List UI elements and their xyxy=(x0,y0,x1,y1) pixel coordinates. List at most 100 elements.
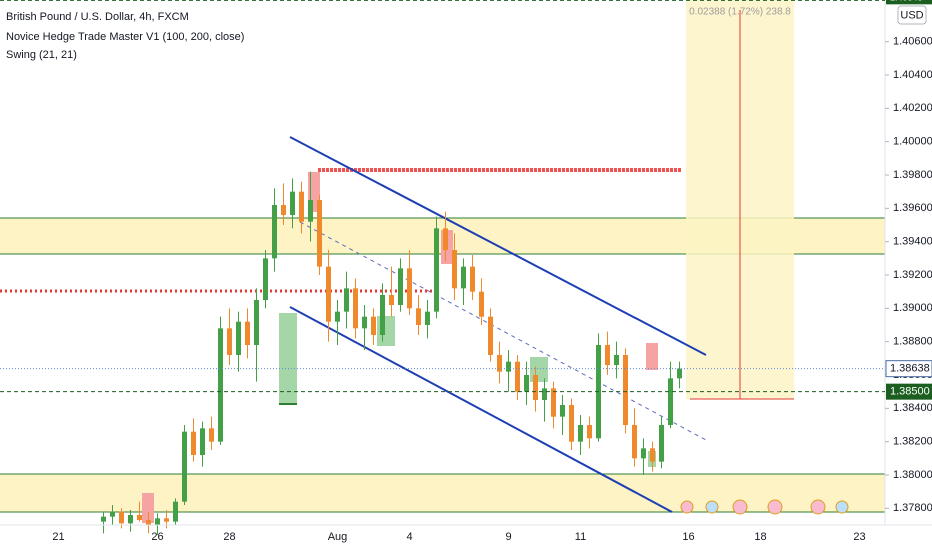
candle-body xyxy=(137,515,142,520)
swing-box xyxy=(279,313,297,404)
candle-body xyxy=(101,516,106,522)
candle-body xyxy=(335,311,340,322)
candle-body xyxy=(191,431,196,455)
event-icon xyxy=(835,500,849,514)
candle-body xyxy=(263,258,268,300)
target-box xyxy=(886,0,932,5)
plot xyxy=(101,171,682,535)
last-price-box xyxy=(885,360,932,378)
x-tick-label: 23 xyxy=(853,531,865,543)
candle-body xyxy=(659,425,664,462)
y-tick-label: 1.39000 xyxy=(893,302,932,314)
candle-body xyxy=(587,425,592,439)
candle-body xyxy=(650,448,655,462)
candle-body xyxy=(362,316,367,329)
channel-line xyxy=(289,136,707,356)
candle-body xyxy=(245,321,250,345)
candle-body xyxy=(461,266,466,289)
candle-body xyxy=(533,375,538,400)
candle-body xyxy=(389,295,394,305)
candle-body xyxy=(308,200,313,222)
candle-body xyxy=(578,425,583,442)
candle-body xyxy=(416,308,421,325)
x-tick-label: 11 xyxy=(575,531,586,543)
event-icons xyxy=(680,499,849,515)
x-tick-label: 9 xyxy=(505,531,511,543)
zone xyxy=(0,474,885,512)
candle-body xyxy=(488,316,493,355)
y-tick-label: 1.39400 xyxy=(893,236,932,248)
candle-body xyxy=(668,378,673,425)
candle-body xyxy=(497,355,502,372)
candle-body xyxy=(236,321,241,355)
channel-mid xyxy=(299,221,707,441)
candle-body xyxy=(641,448,646,459)
y-tick-label: 1.38200 xyxy=(893,436,932,448)
event-icon xyxy=(810,499,826,515)
candle-body xyxy=(128,515,133,524)
candle-body xyxy=(632,425,637,459)
candle-body xyxy=(182,431,187,502)
measure-label: 0.02388 (1.72%) 238.8 xyxy=(689,7,791,18)
y-tick-label: 1.38800 xyxy=(893,336,932,348)
chart-title: British Pound / U.S. Dollar, 4h, FXCM xyxy=(6,11,189,23)
candle-body xyxy=(398,268,403,305)
candle-body xyxy=(542,388,547,400)
candle-body xyxy=(623,355,628,425)
swing-box xyxy=(142,493,154,523)
candle-body xyxy=(434,228,439,312)
y-tick-label: 1.39800 xyxy=(893,169,932,181)
candle-body xyxy=(569,405,574,442)
swing-box xyxy=(530,357,548,382)
candle-body xyxy=(317,200,322,267)
y-tick-label: 1.40000 xyxy=(893,136,932,148)
candle-body xyxy=(326,266,331,322)
candle-body xyxy=(290,191,295,215)
x-tick-label: Aug xyxy=(328,531,348,543)
candle-body xyxy=(173,501,178,522)
currency-box[interactable] xyxy=(897,5,927,25)
candle-body xyxy=(677,368,682,379)
event-icon xyxy=(680,500,694,514)
x-tick-label: 16 xyxy=(682,531,694,543)
candle-body xyxy=(479,291,484,317)
event-icon xyxy=(705,500,719,514)
swing-box xyxy=(646,343,658,370)
y-tick-label: 1.39600 xyxy=(893,202,932,214)
candle-body xyxy=(551,388,556,417)
x-tick-label: 21 xyxy=(52,531,64,543)
x-tick-label: 28 xyxy=(223,531,235,543)
channel-line xyxy=(289,306,673,513)
candle-body xyxy=(164,518,169,522)
candle-body xyxy=(155,518,160,525)
alert-box xyxy=(886,383,932,400)
candle-body xyxy=(227,328,232,355)
y-tick-label: 1.40200 xyxy=(893,102,932,114)
candle-body xyxy=(506,361,511,372)
candle-body xyxy=(272,205,277,259)
candle-body xyxy=(299,191,304,222)
candle-body xyxy=(443,228,448,250)
candle-body xyxy=(407,268,412,309)
candle-body xyxy=(281,205,286,215)
indicator-label: Swing (21, 21) xyxy=(6,49,77,61)
target-label: 1.40848 xyxy=(890,0,923,3)
candle-body xyxy=(254,300,259,345)
candle-body xyxy=(371,316,376,335)
x-tick-label: 4 xyxy=(406,531,412,543)
currency-label[interactable]: USD xyxy=(900,9,923,21)
candle-body xyxy=(524,375,529,392)
candle-body xyxy=(218,328,223,442)
candle-body xyxy=(470,266,475,292)
candle-body xyxy=(200,428,205,455)
candle-body xyxy=(515,361,520,392)
candle-body xyxy=(425,311,430,325)
candle-body xyxy=(146,520,151,525)
candle-body xyxy=(560,405,565,417)
y-tick-label: 1.39200 xyxy=(893,269,932,281)
candle-body xyxy=(209,428,214,442)
y-tick-label: 1.37800 xyxy=(893,502,932,514)
x-tick-label: 18 xyxy=(754,531,766,543)
last-price-label: 1.38638 xyxy=(890,363,930,375)
